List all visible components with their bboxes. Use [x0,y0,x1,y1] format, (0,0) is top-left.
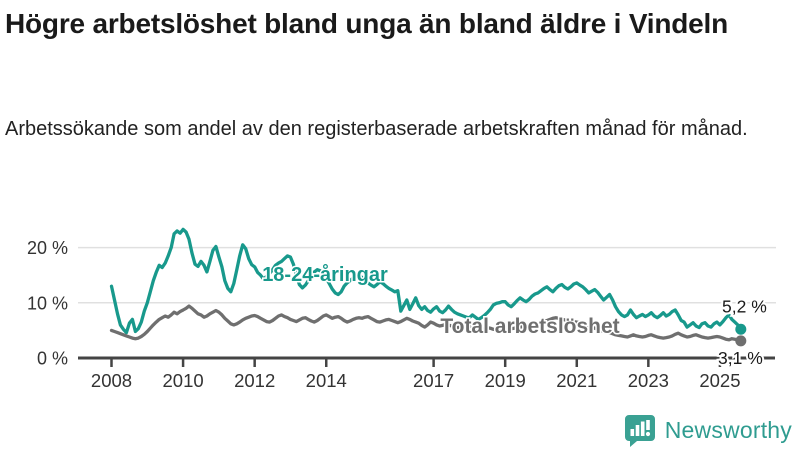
x-tick-label: 2021 [556,370,597,391]
series-end-label-0: 5,2 % [722,296,767,316]
series-inline-label-0: 18-24-åringar [262,263,388,286]
x-tick-label: 2012 [234,370,275,391]
x-tick-label: 2023 [628,370,669,391]
unemployment-line-chart: 0 % 10 % 20 % 2008 2010 2012 2014 2017 2019 2021 2… [27,227,776,391]
x-tick-label: 2014 [306,370,347,391]
newsworthy-logo[interactable]: Newsworthy [622,412,792,448]
series-end-label-1: 3,1 % [718,348,763,368]
series-line-0 [109,227,743,335]
series-end-dot-0 [735,323,747,335]
newsworthy-icon [624,415,655,447]
newsworthy-logo-text: Newsworthy [664,416,792,443]
y-tick-label: 20 % [27,238,68,258]
chart-area: 0 % 10 % 20 % 2008 2010 2012 2014 2017 2019 2021 2… [0,200,800,450]
page-title: Högre arbetslöshet bland unga än bland ä… [5,8,729,39]
y-tick-label: 0 % [37,349,68,369]
y-tick-label: 10 % [27,293,68,313]
series-inline-label-1: Total arbetslöshet [440,315,619,338]
x-tick-label: 2010 [163,370,204,391]
x-tick-label: 2017 [413,370,454,391]
series-end-dot-1 [735,335,747,347]
x-tick-label: 2008 [91,370,132,391]
x-tick-label: 2025 [699,370,740,391]
series-line-1 [109,304,743,343]
x-tick-label: 2019 [485,370,526,391]
chart-subtitle: Arbetssökande som andel av den registerb… [5,118,748,140]
